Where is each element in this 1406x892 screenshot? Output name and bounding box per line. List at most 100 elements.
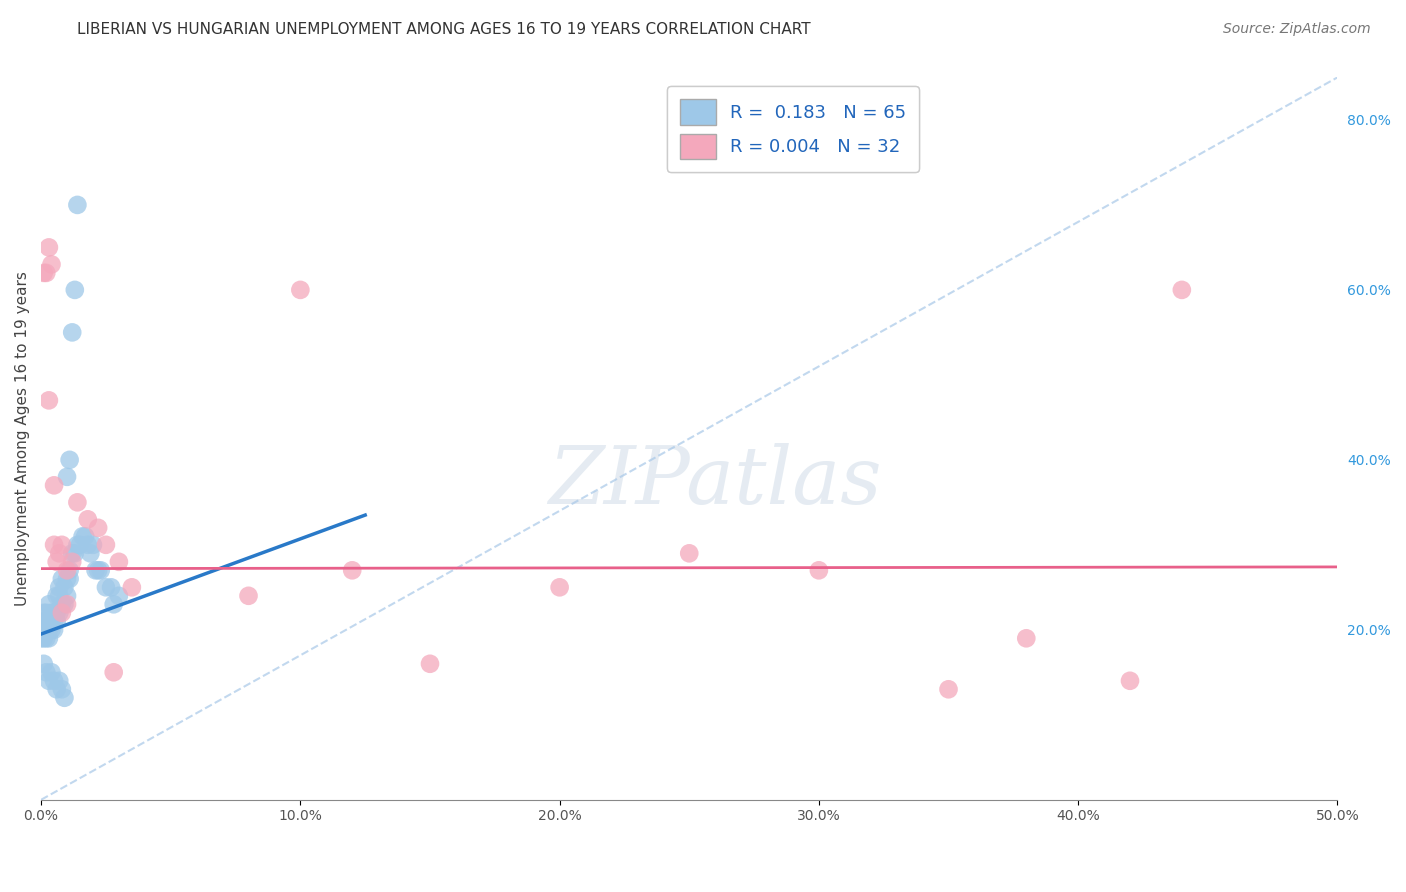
Liberians [35, 606, 58, 620]
Liberians [38, 615, 60, 629]
Liberians [66, 538, 89, 552]
Liberians [32, 615, 55, 629]
Liberians [41, 615, 63, 629]
Hungarians [42, 538, 65, 552]
Liberians [56, 572, 79, 586]
Liberians [59, 453, 82, 467]
Hungarians [238, 589, 260, 603]
Liberians [48, 606, 70, 620]
Liberians [35, 665, 58, 680]
Liberians [103, 597, 125, 611]
Hungarians [94, 538, 117, 552]
Hungarians [51, 606, 73, 620]
Liberians [41, 623, 63, 637]
Liberians [35, 632, 58, 646]
Liberians [94, 580, 117, 594]
Liberians [35, 615, 58, 629]
Y-axis label: Unemployment Among Ages 16 to 19 years: Unemployment Among Ages 16 to 19 years [15, 271, 30, 606]
Liberians [100, 580, 122, 594]
Hungarians [32, 266, 55, 280]
Hungarians [807, 563, 830, 577]
Hungarians [342, 563, 364, 577]
Hungarians [938, 682, 960, 697]
Text: LIBERIAN VS HUNGARIAN UNEMPLOYMENT AMONG AGES 16 TO 19 YEARS CORRELATION CHART: LIBERIAN VS HUNGARIAN UNEMPLOYMENT AMONG… [77, 22, 811, 37]
Hungarians [51, 538, 73, 552]
Liberians [51, 682, 73, 697]
Liberians [66, 198, 89, 212]
Liberians [45, 606, 67, 620]
Legend: R =  0.183   N = 65, R = 0.004   N = 32: R = 0.183 N = 65, R = 0.004 N = 32 [666, 87, 920, 172]
Text: Source: ZipAtlas.com: Source: ZipAtlas.com [1223, 22, 1371, 37]
Liberians [87, 563, 110, 577]
Liberians [108, 589, 131, 603]
Liberians [79, 546, 101, 560]
Hungarians [41, 257, 63, 271]
Hungarians [66, 495, 89, 509]
Hungarians [1171, 283, 1194, 297]
Hungarians [103, 665, 125, 680]
Liberians [60, 326, 83, 340]
Hungarians [290, 283, 312, 297]
Hungarians [121, 580, 143, 594]
Liberians [69, 538, 91, 552]
Liberians [48, 580, 70, 594]
Hungarians [1119, 673, 1142, 688]
Hungarians [56, 597, 79, 611]
Liberians [32, 632, 55, 646]
Liberians [32, 606, 55, 620]
Liberians [32, 623, 55, 637]
Liberians [41, 615, 63, 629]
Liberians [38, 597, 60, 611]
Liberians [90, 563, 112, 577]
Hungarians [45, 555, 67, 569]
Liberians [42, 606, 65, 620]
Hungarians [678, 546, 700, 560]
Hungarians [548, 580, 571, 594]
Hungarians [87, 521, 110, 535]
Hungarians [419, 657, 441, 671]
Liberians [38, 623, 60, 637]
Liberians [56, 470, 79, 484]
Liberians [38, 632, 60, 646]
Liberians [84, 563, 107, 577]
Liberians [48, 673, 70, 688]
Liberians [53, 597, 76, 611]
Liberians [42, 606, 65, 620]
Liberians [82, 538, 104, 552]
Liberians [38, 673, 60, 688]
Hungarians [42, 478, 65, 492]
Hungarians [48, 546, 70, 560]
Liberians [41, 606, 63, 620]
Liberians [72, 529, 94, 543]
Liberians [56, 589, 79, 603]
Liberians [59, 572, 82, 586]
Liberians [59, 563, 82, 577]
Liberians [42, 623, 65, 637]
Hungarians [38, 240, 60, 254]
Liberians [41, 665, 63, 680]
Liberians [60, 546, 83, 560]
Liberians [45, 589, 67, 603]
Liberians [30, 632, 52, 646]
Liberians [75, 529, 97, 543]
Text: ZIPatlas: ZIPatlas [548, 443, 882, 521]
Liberians [51, 572, 73, 586]
Liberians [53, 690, 76, 705]
Hungarians [108, 555, 131, 569]
Liberians [42, 615, 65, 629]
Hungarians [76, 512, 98, 526]
Liberians [42, 673, 65, 688]
Liberians [53, 580, 76, 594]
Liberians [45, 615, 67, 629]
Liberians [63, 283, 86, 297]
Liberians [32, 657, 55, 671]
Liberians [35, 623, 58, 637]
Hungarians [60, 555, 83, 569]
Hungarians [35, 266, 58, 280]
Hungarians [1015, 632, 1038, 646]
Liberians [45, 682, 67, 697]
Liberians [76, 538, 98, 552]
Liberians [48, 589, 70, 603]
Liberians [63, 546, 86, 560]
Hungarians [56, 563, 79, 577]
